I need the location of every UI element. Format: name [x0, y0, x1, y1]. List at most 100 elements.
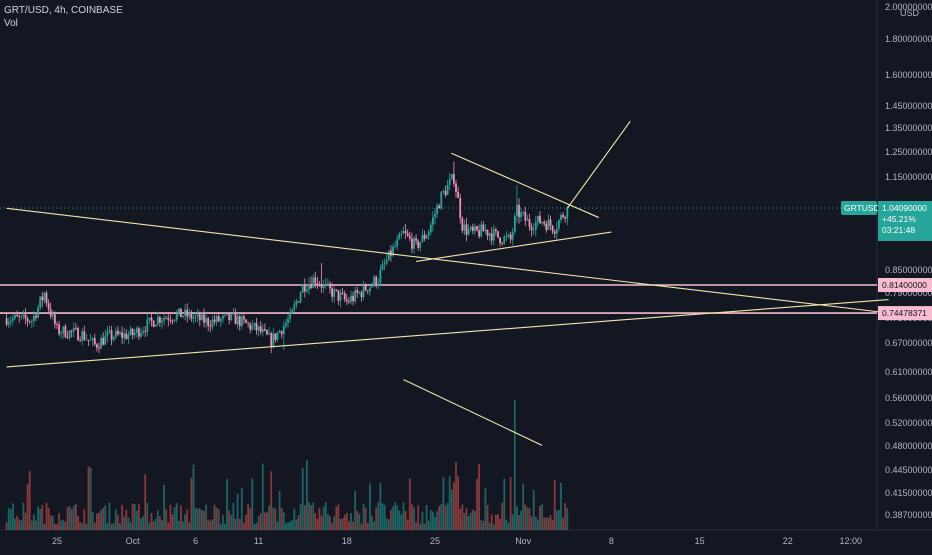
- volume-bar: [545, 517, 548, 530]
- candle-body: [83, 331, 86, 340]
- candle-body: [117, 330, 119, 335]
- candle-body: [436, 205, 438, 214]
- candle-body: [301, 284, 304, 293]
- candle-body: [415, 238, 417, 241]
- candle-body: [43, 292, 46, 301]
- candle-body: [505, 236, 508, 237]
- volume-bar: [75, 504, 77, 530]
- volume-bar: [312, 502, 315, 530]
- triangle-upper-line[interactable]: [451, 152, 600, 219]
- volume-bar: [534, 516, 537, 530]
- volume-bar: [112, 523, 115, 530]
- candle-body: [142, 331, 144, 333]
- candle-body: [64, 326, 67, 338]
- candle-body: [140, 332, 142, 337]
- candle-body: [203, 314, 205, 323]
- triangle-lower-line[interactable]: [416, 231, 612, 262]
- candle-body: [152, 320, 155, 327]
- candle-body: [331, 288, 333, 297]
- volume-bar: [343, 514, 346, 530]
- volume-bar: [434, 516, 436, 530]
- candle-body: [259, 326, 262, 332]
- volume-bar: [404, 510, 407, 530]
- volume-bar: [22, 502, 25, 530]
- resistance-level-tag[interactable]: [878, 278, 932, 292]
- candle-body: [251, 325, 254, 330]
- ascending-trendline[interactable]: [6, 298, 889, 368]
- volume-bar: [459, 508, 462, 530]
- volume-bar: [58, 513, 60, 530]
- candle-body: [85, 339, 88, 341]
- price-tick-label: 1.80000000: [885, 34, 932, 44]
- candle-body: [249, 323, 252, 330]
- volume-bar: [564, 503, 567, 530]
- volume-bar: [301, 467, 304, 530]
- candle-body: [104, 335, 107, 345]
- last-price-tag[interactable]: [878, 201, 932, 241]
- candle-body: [327, 283, 329, 285]
- volume-bar: [167, 522, 170, 530]
- volume-bar: [303, 505, 306, 530]
- candle-body: [205, 318, 207, 323]
- candle-body: [20, 315, 23, 317]
- candle-body: [285, 322, 287, 327]
- candle-body: [522, 212, 525, 213]
- candle-body: [566, 208, 569, 219]
- breakout-projection-line[interactable]: [566, 120, 631, 209]
- candle-body: [455, 183, 457, 192]
- candle-body: [68, 330, 71, 338]
- volume-bar: [226, 478, 228, 530]
- volume-bar: [432, 511, 434, 530]
- volume-bar: [299, 504, 302, 530]
- volume-bar: [39, 509, 42, 530]
- candle-body: [457, 191, 459, 198]
- volume-bar: [469, 512, 472, 530]
- candle-body: [354, 290, 357, 302]
- volume-bar: [425, 504, 428, 530]
- candle-body: [434, 213, 436, 218]
- candle-body: [509, 234, 512, 240]
- time-tick-label: 11: [254, 536, 263, 546]
- candle-body: [499, 237, 501, 244]
- candle-body: [192, 317, 195, 319]
- volume-bar: [455, 462, 457, 530]
- candle-body: [379, 269, 382, 283]
- volume-bar: [282, 512, 285, 530]
- volume-bar: [190, 478, 193, 530]
- candle-body: [459, 197, 462, 219]
- candle-body: [453, 174, 455, 184]
- volume-trendline[interactable]: [403, 379, 543, 446]
- volume-bar: [163, 484, 165, 530]
- candle-body: [322, 283, 325, 288]
- candle-body: [171, 320, 174, 322]
- volume-bar: [293, 508, 296, 530]
- symbol-tag-label: GRTUSD: [844, 203, 880, 213]
- price-tick-label: 1.15000000: [885, 172, 932, 182]
- candle-body: [539, 215, 541, 224]
- candle-body: [253, 322, 256, 326]
- candle-body: [392, 246, 394, 256]
- volume-bar: [360, 523, 363, 530]
- volume-bar: [219, 523, 222, 530]
- time-tick-label: 22: [783, 536, 793, 546]
- volume-bar: [413, 507, 415, 530]
- descending-trendline[interactable]: [6, 207, 889, 314]
- symbol-tag[interactable]: [841, 201, 877, 215]
- time-tick-label: Nov: [515, 536, 532, 546]
- support-level-tag[interactable]: [878, 306, 932, 321]
- volume-bar: [394, 502, 396, 530]
- volume-bar: [484, 488, 487, 530]
- candle-body: [486, 229, 489, 236]
- candle-body: [532, 229, 535, 231]
- volume-bar: [329, 516, 331, 530]
- volume-bar: [400, 514, 403, 530]
- volume-bar: [438, 506, 441, 530]
- candle-body: [490, 233, 493, 241]
- candle-body: [110, 330, 113, 340]
- volume-bar: [140, 518, 142, 530]
- volume-bar: [322, 506, 325, 530]
- volume-bar: [5, 522, 8, 530]
- volume-bar: [93, 522, 96, 530]
